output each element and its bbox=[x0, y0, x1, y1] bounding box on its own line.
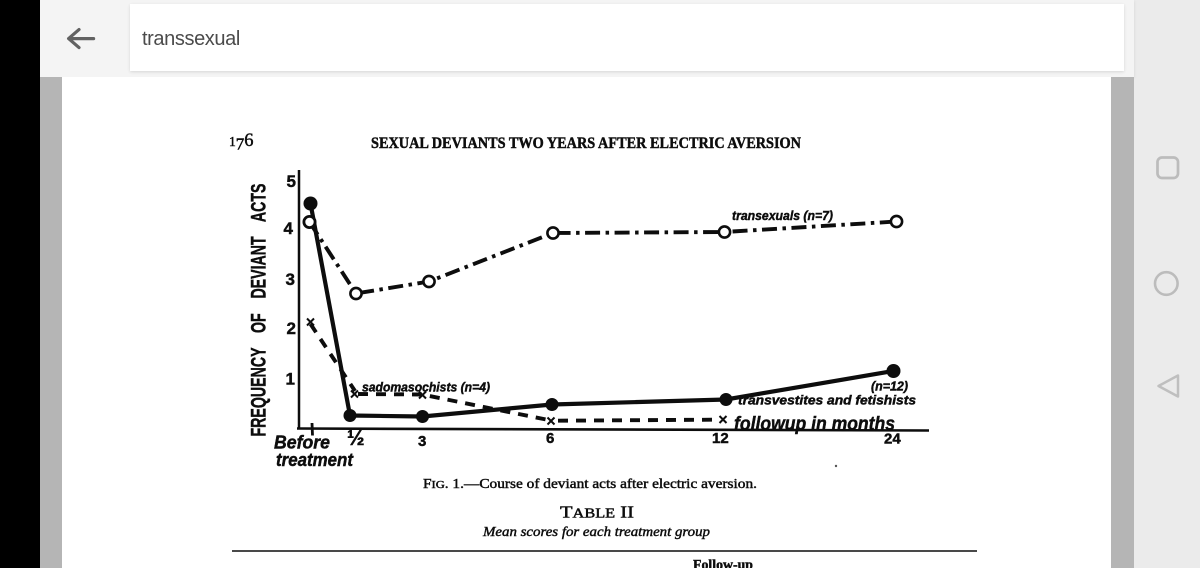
svg-text:SEXUAL DEVIANTS TWO YEARS AFTE: SEXUAL DEVIANTS TWO YEARS AFTER ELECTRIC… bbox=[371, 135, 801, 152]
svg-text:FIG. 1.—Course of deviant acts: FIG. 1.—Course of deviant acts after ele… bbox=[423, 476, 757, 491]
svg-text:3: 3 bbox=[418, 433, 426, 450]
svg-text:24: 24 bbox=[884, 431, 901, 448]
svg-text:Mean scores for each treatment: Mean scores for each treatment group bbox=[482, 525, 710, 540]
svg-text:(n=12): (n=12) bbox=[871, 380, 908, 394]
svg-text:4: 4 bbox=[284, 219, 294, 238]
svg-text:Follow-up: Follow-up bbox=[693, 558, 753, 568]
svg-text:transvestites and fetishists: transvestites and fetishists bbox=[738, 394, 916, 408]
svg-text:½: ½ bbox=[347, 427, 365, 450]
svg-text:5: 5 bbox=[287, 172, 296, 191]
svg-text:2: 2 bbox=[287, 319, 296, 338]
svg-text:FREQUENCY OF DEVIANT ACTS: FREQUENCY OF DEVIANT ACTS bbox=[248, 184, 271, 437]
svg-text:3: 3 bbox=[286, 270, 295, 289]
svg-text:1: 1 bbox=[286, 370, 295, 389]
svg-text:Before: Before bbox=[274, 432, 330, 453]
svg-text:transexuals (n=7): transexuals (n=7) bbox=[732, 208, 833, 223]
svg-text:treatment: treatment bbox=[276, 449, 354, 470]
svg-text:6: 6 bbox=[546, 430, 554, 447]
svg-text:12: 12 bbox=[712, 430, 729, 447]
svg-text:sadomasochists (n=4): sadomasochists (n=4) bbox=[362, 381, 490, 395]
svg-text:176: 176 bbox=[229, 131, 254, 154]
svg-text:followup in months: followup in months bbox=[734, 413, 895, 435]
